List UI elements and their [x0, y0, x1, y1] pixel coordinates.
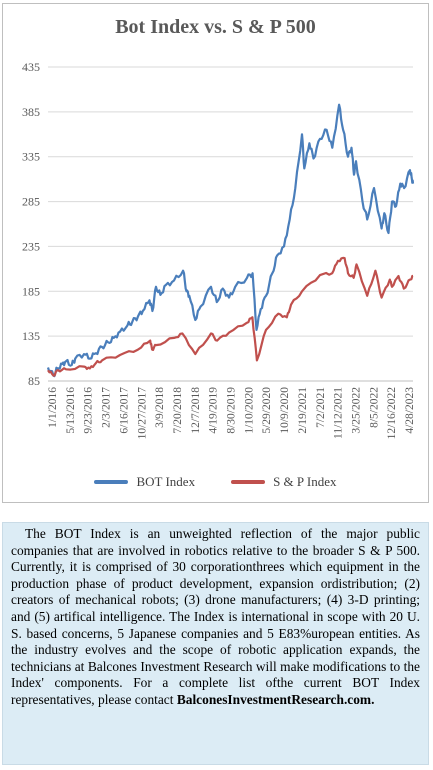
y-tick-label-3: 235 — [22, 239, 40, 253]
x-tick-label-12: 5/29/2020 — [261, 387, 273, 434]
x-tick-label-11: 1/10/2020 — [243, 387, 255, 434]
x-tick-label-19: 12/16/2022 — [386, 387, 398, 440]
x-tick-label-3: 2/3/2017 — [101, 387, 113, 428]
legend-label-bot: BOT Index — [136, 474, 196, 489]
legend-label-sp: S & P Index — [273, 474, 337, 489]
x-tick-label-5: 10/27/2017 — [136, 387, 148, 440]
line-chart: 85 135 185 235 285 335 385 435 1/1/2016 5/13/2016… — [22, 60, 416, 440]
x-tick-label-16: 11/12/2021 — [333, 387, 345, 439]
x-tick-label-8: 12/7/2018 — [190, 387, 202, 434]
description-text: The BOT Index is an unweighted reflectio… — [11, 526, 420, 707]
legend-swatch-bot — [94, 480, 129, 484]
x-tick-label-0: 1/1/2016 — [47, 387, 59, 428]
x-tick-label-13: 10/9/2020 — [279, 387, 291, 434]
y-tick-label-7: 435 — [22, 60, 40, 74]
x-tick-label-2: 9/23/2016 — [83, 387, 95, 434]
legend-item-sp: S & P Index — [231, 474, 337, 490]
x-tick-label-10: 8/30/2019 — [226, 387, 238, 434]
y-tick-label-6: 385 — [22, 105, 40, 119]
x-tick-label-9: 4/19/2019 — [208, 387, 220, 434]
y-tick-label-2: 185 — [22, 284, 40, 298]
description-box: The BOT Index is an unweighted reflectio… — [2, 522, 429, 765]
chart-legend: BOT Index S & P Index — [3, 474, 428, 490]
series-line-sp — [47, 256, 414, 377]
legend-item-bot: BOT Index — [94, 474, 195, 490]
y-tick-label-1: 135 — [22, 329, 40, 343]
series-line-bot — [46, 103, 415, 378]
chart-container: Bot Index vs. S & P 500 85 135 185 235 285 33… — [2, 3, 429, 503]
x-tick-label-15: 7/2/2021 — [315, 387, 327, 428]
y-tick-label-5: 335 — [22, 150, 40, 164]
x-tick-label-20: 4/28/2023 — [404, 387, 416, 434]
x-tick-label-17: 3/25/2022 — [350, 387, 362, 434]
x-tick-label-4: 6/16/2017 — [118, 387, 130, 434]
x-tick-label-1: 5/13/2016 — [65, 387, 77, 434]
x-tick-label-7: 7/20/2018 — [172, 387, 184, 434]
x-tick-label-18: 8/5/2022 — [368, 387, 380, 428]
y-tick-label-4: 285 — [22, 195, 40, 209]
legend-swatch-sp — [231, 480, 266, 484]
y-tick-label-0: 85 — [28, 374, 40, 388]
contact-link[interactable]: BalconesInvestmentResearch.com. — [176, 691, 375, 707]
x-tick-label-6: 3/9/2018 — [154, 387, 166, 428]
x-tick-label-14: 2/19/2021 — [297, 387, 309, 434]
chart-title: Bot Index vs. S & P 500 — [115, 16, 316, 38]
